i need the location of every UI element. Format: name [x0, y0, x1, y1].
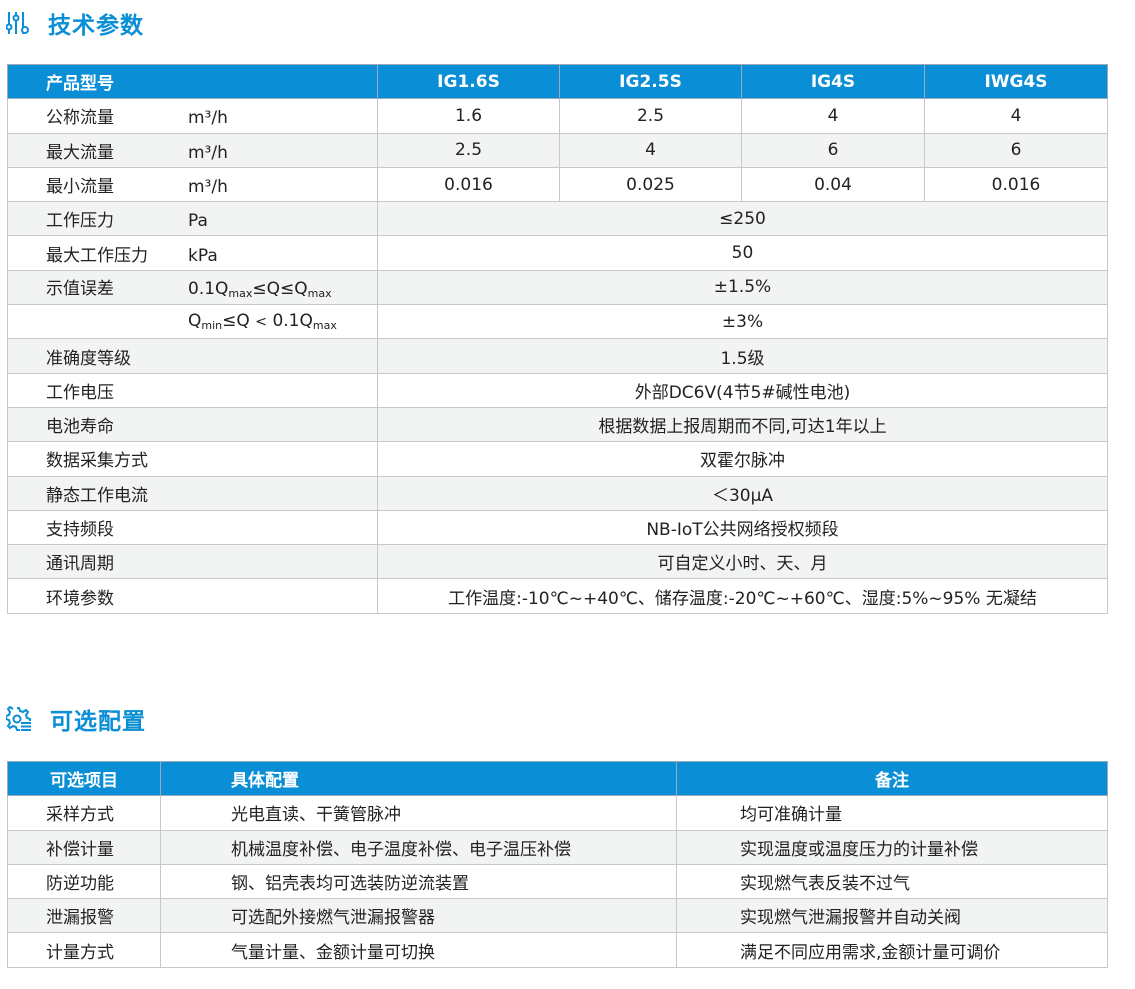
row-value: 1.5级 — [377, 338, 1108, 374]
table-row: 最大工作压力 kPa 50 — [7, 235, 1108, 271]
sliders-icon — [6, 12, 29, 34]
row-label: 准确度等级 — [7, 338, 378, 374]
row-label: 通讯周期 — [7, 544, 378, 580]
row-label: 示值误差 — [46, 279, 114, 300]
table-row: 工作电压 外部DC6V(4节5#碱性电池) — [7, 372, 1108, 408]
row-unit: kPa — [188, 245, 218, 266]
row-value: 0.016 — [924, 166, 1108, 203]
row-value: 2.5 — [559, 98, 742, 134]
table-row: 最大流量 m³/h 2.5 4 6 6 — [7, 132, 1108, 168]
row-label: 工作压力 — [46, 211, 114, 232]
section-header-options: 可选配置 — [6, 702, 146, 736]
header-cell: IG4S — [741, 63, 925, 100]
row-note: 实现燃气表反装不过气 — [676, 863, 1108, 900]
header-cell: IWG4S — [924, 63, 1108, 100]
table-row: 示值误差 0.1Qmax≤Q≤Qmax ±1.5% — [7, 269, 1108, 306]
table-header: 产品型号 IG1.6S IG2.5S IG4S IWG4S — [7, 63, 1108, 100]
row-label: 采样方式 — [7, 795, 161, 831]
row-value: 0.016 — [377, 166, 560, 203]
row-note: 实现温度或温度压力的计量补偿 — [676, 829, 1108, 865]
table-row: 防逆功能 钢、铝壳表均可选装防逆流装置 实现燃气表反装不过气 — [7, 863, 1108, 900]
row-label: 最小流量 — [46, 177, 114, 198]
header-cell: 具体配置 — [160, 760, 677, 797]
row-label: 静态工作电流 — [7, 475, 378, 511]
row-value: 0.025 — [559, 166, 742, 203]
specs-table: 产品型号 IG1.6S IG2.5S IG4S IWG4S 公称流量 m³/h 1.… — [7, 63, 1108, 614]
header-cell: 可选项目 — [7, 760, 161, 797]
table-header: 可选项目 具体配置 备注 — [7, 760, 1108, 797]
row-value: 6 — [741, 132, 925, 168]
table-row: 泄漏报警 可选配外接燃气泄漏报警器 实现燃气泄漏报警并自动关阀 — [7, 898, 1108, 934]
row-value: 工作温度:-10℃~+40℃、储存温度:-20℃~+60℃、湿度:5%~95% … — [377, 578, 1108, 614]
row-unit: m³/h — [188, 108, 228, 129]
row-config: 机械温度补偿、电子温度补偿、电子温压补偿 — [160, 829, 677, 865]
row-condition: Qmin≤Q < 0.1Qmax — [188, 311, 337, 333]
table-row: 工作压力 Pa ≤250 — [7, 201, 1108, 237]
table-row: 补偿计量 机械温度补偿、电子温度补偿、电子温压补偿 实现温度或温度压力的计量补偿 — [7, 829, 1108, 865]
row-value: NB-IoT公共网络授权频段 — [377, 509, 1108, 546]
row-value: 外部DC6V(4节5#碱性电池) — [377, 372, 1108, 408]
table-row: 最小流量 m³/h 0.016 0.025 0.04 0.016 — [7, 166, 1108, 203]
row-label: 支持频段 — [7, 509, 378, 546]
header-cell: 备注 — [676, 760, 1108, 797]
row-note: 均可准确计量 — [676, 795, 1108, 831]
row-value: 0.04 — [741, 166, 925, 203]
row-label: 工作电压 — [7, 372, 378, 408]
row-label: 电池寿命 — [7, 406, 378, 443]
row-config: 气量计量、金额计量可切换 — [160, 932, 677, 968]
table-row: 采样方式 光电直读、干簧管脉冲 均可准确计量 — [7, 795, 1108, 831]
row-label: 环境参数 — [7, 578, 378, 614]
section-header-specs: 技术参数 — [6, 6, 144, 40]
row-value: 6 — [924, 132, 1108, 168]
table-row: 准确度等级 1.5级 — [7, 338, 1108, 374]
table-row: 数据采集方式 双霍尔脉冲 — [7, 441, 1108, 477]
row-note: 实现燃气泄漏报警并自动关阀 — [676, 898, 1108, 934]
header-cell: IG2.5S — [559, 63, 742, 100]
row-value: 双霍尔脉冲 — [377, 441, 1108, 477]
table-row: 公称流量 m³/h 1.6 2.5 4 4 — [7, 98, 1108, 134]
table-row: Qmin≤Q < 0.1Qmax ±3% — [7, 304, 1108, 340]
section-title: 可选配置 — [50, 709, 146, 735]
table-row: 环境参数 工作温度:-10℃~+40℃、储存温度:-20℃~+60℃、湿度:5%~… — [7, 578, 1108, 614]
row-note: 满足不同应用需求,金额计量可调价 — [676, 932, 1108, 968]
row-value: 50 — [377, 235, 1108, 271]
header-cell: IG1.6S — [377, 63, 560, 100]
row-label: 最大流量 — [46, 142, 114, 163]
gear-list-icon — [6, 706, 31, 731]
header-cell: 产品型号 — [7, 63, 378, 100]
options-table: 可选项目 具体配置 备注 采样方式 光电直读、干簧管脉冲 均可准确计量 补偿计量 机械温… — [7, 760, 1108, 968]
row-value: ＜30μA — [377, 475, 1108, 511]
row-value: 2.5 — [377, 132, 560, 168]
row-unit: m³/h — [188, 177, 228, 198]
section-title: 技术参数 — [48, 13, 144, 39]
row-value: 4 — [741, 98, 925, 134]
row-value: ±3% — [377, 304, 1108, 340]
row-value: 根据数据上报周期而不同,可达1年以上 — [377, 406, 1108, 443]
table-row: 支持频段 NB-IoT公共网络授权频段 — [7, 509, 1108, 546]
row-config: 光电直读、干簧管脉冲 — [160, 795, 677, 831]
row-label: 最大工作压力 — [46, 245, 148, 266]
row-label: 计量方式 — [7, 932, 161, 968]
table-row: 电池寿命 根据数据上报周期而不同,可达1年以上 — [7, 406, 1108, 443]
row-label: 防逆功能 — [7, 863, 161, 900]
row-value: 4 — [559, 132, 742, 168]
row-label: 公称流量 — [46, 108, 114, 129]
row-value: ≤250 — [377, 201, 1108, 237]
table-row: 通讯周期 可自定义小时、天、月 — [7, 544, 1108, 580]
table-row: 静态工作电流 ＜30μA — [7, 475, 1108, 511]
row-value: 可自定义小时、天、月 — [377, 544, 1108, 580]
row-label: 数据采集方式 — [7, 441, 378, 477]
table-row: 计量方式 气量计量、金额计量可切换 满足不同应用需求,金额计量可调价 — [7, 932, 1108, 968]
row-label: 泄漏报警 — [7, 898, 161, 934]
row-value: 1.6 — [377, 98, 560, 134]
row-unit: m³/h — [188, 142, 228, 163]
row-config: 可选配外接燃气泄漏报警器 — [160, 898, 677, 934]
row-config: 钢、铝壳表均可选装防逆流装置 — [160, 863, 677, 900]
row-value: 4 — [924, 98, 1108, 134]
row-label: 补偿计量 — [7, 829, 161, 865]
row-unit: Pa — [188, 211, 208, 232]
row-condition: 0.1Qmax≤Q≤Qmax — [188, 279, 332, 301]
row-value: ±1.5% — [377, 269, 1108, 306]
